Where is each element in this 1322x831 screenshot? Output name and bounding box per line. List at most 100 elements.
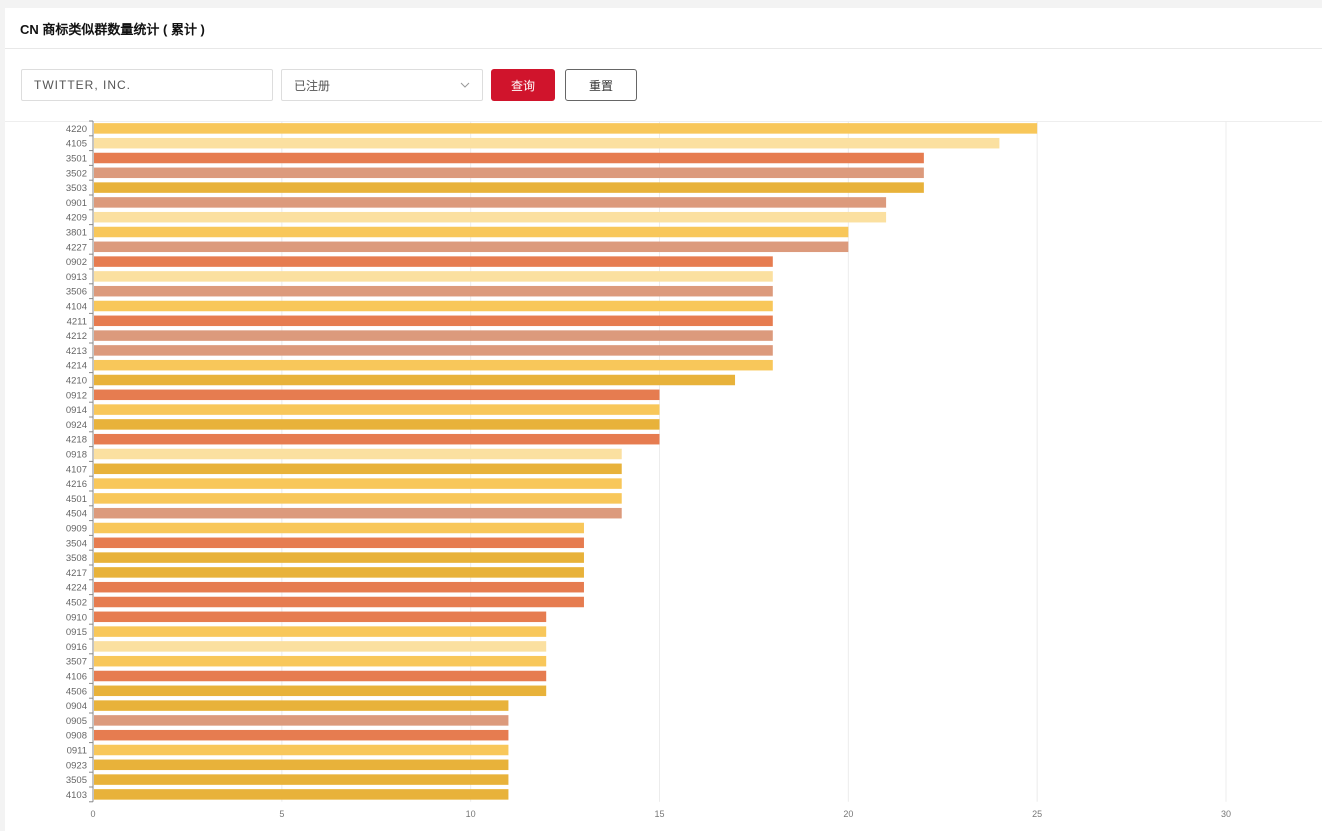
y-tick-label: 4212 xyxy=(66,331,87,342)
bar xyxy=(94,670,547,682)
bar xyxy=(94,626,547,637)
bar xyxy=(94,285,773,297)
y-tick-label: 4501 xyxy=(66,494,87,505)
company-input[interactable]: TWITTER, INC. xyxy=(21,69,273,101)
y-tick-label: 4224 xyxy=(66,583,87,594)
reset-button[interactable]: 重置 xyxy=(565,69,637,101)
y-tick-label: 4210 xyxy=(66,376,87,387)
bar xyxy=(94,567,584,578)
bar xyxy=(94,197,887,208)
bar xyxy=(94,359,773,371)
y-tick-label: 4218 xyxy=(66,435,87,446)
bar xyxy=(94,315,773,327)
bar xyxy=(94,729,509,741)
bar xyxy=(94,182,924,193)
bar xyxy=(94,493,622,504)
bar xyxy=(94,330,773,341)
bar xyxy=(94,123,1038,134)
y-tick-label: 0910 xyxy=(66,612,87,623)
bar xyxy=(94,300,773,312)
y-tick-label: 0914 xyxy=(66,405,87,416)
bar xyxy=(94,256,773,267)
bar xyxy=(94,685,547,697)
bar xyxy=(94,448,622,460)
x-tick-label: 10 xyxy=(466,809,476,819)
y-tick-label: 0915 xyxy=(66,627,87,638)
bar xyxy=(94,596,584,608)
bar xyxy=(94,152,924,164)
y-tick-label: 4214 xyxy=(66,361,87,372)
y-tick-label: 4216 xyxy=(66,479,87,490)
y-tick-label: 3502 xyxy=(66,168,87,179)
page-title: CN 商标类似群数量统计 ( 累计 ) xyxy=(5,8,1322,49)
y-tick-label: 4504 xyxy=(66,509,87,520)
bar xyxy=(94,137,1000,149)
x-tick-label: 0 xyxy=(90,809,95,819)
y-tick-label: 0902 xyxy=(66,257,87,268)
y-tick-label: 3507 xyxy=(66,657,87,668)
y-tick-label: 4502 xyxy=(66,598,87,609)
y-tick-label: 0909 xyxy=(66,524,87,535)
y-tick-label: 0905 xyxy=(66,716,87,727)
y-tick-label: 0918 xyxy=(66,450,87,461)
bar xyxy=(94,419,660,430)
bar xyxy=(94,404,660,415)
y-tick-label: 4220 xyxy=(66,124,87,135)
y-tick-label: 3505 xyxy=(66,775,87,786)
filter-bar: TWITTER, INC. 已注册 查询 重置 xyxy=(21,69,637,101)
y-tick-label: 4227 xyxy=(66,242,87,253)
bar xyxy=(94,789,509,800)
bar xyxy=(94,271,773,282)
y-tick-label: 0912 xyxy=(66,390,87,401)
bar xyxy=(94,522,584,534)
bar xyxy=(94,167,924,179)
x-tick-label: 25 xyxy=(1032,809,1042,819)
y-tick-label: 3501 xyxy=(66,154,87,165)
y-tick-label: 4506 xyxy=(66,686,87,697)
divider xyxy=(5,121,1322,122)
bar xyxy=(94,552,584,563)
bar xyxy=(94,211,887,223)
y-tick-label: 0923 xyxy=(66,760,87,771)
y-tick-label: 4107 xyxy=(66,464,87,475)
y-tick-label: 0901 xyxy=(66,198,87,209)
chevron-down-icon xyxy=(460,82,470,88)
bar xyxy=(94,345,773,356)
bar xyxy=(94,433,660,445)
bar xyxy=(94,715,509,726)
y-tick-label: 0916 xyxy=(66,642,87,653)
x-tick-label: 5 xyxy=(279,809,284,819)
bar xyxy=(94,655,547,667)
y-tick-label: 3506 xyxy=(66,287,87,298)
bar xyxy=(94,759,509,771)
y-tick-label: 4104 xyxy=(66,302,87,313)
bar xyxy=(94,641,547,652)
x-tick-label: 15 xyxy=(654,809,664,819)
y-tick-label: 0924 xyxy=(66,420,87,431)
y-tick-label: 4106 xyxy=(66,672,87,683)
y-tick-label: 4105 xyxy=(66,139,87,150)
y-tick-label: 0904 xyxy=(66,701,87,712)
bar xyxy=(94,478,622,489)
bar xyxy=(94,611,547,623)
bar xyxy=(94,774,509,785)
y-tick-label: 0908 xyxy=(66,731,87,742)
bar xyxy=(94,389,660,401)
x-tick-label: 20 xyxy=(843,809,853,819)
query-button[interactable]: 查询 xyxy=(491,69,555,101)
y-tick-label: 3508 xyxy=(66,553,87,564)
x-tick-label: 30 xyxy=(1221,809,1231,819)
bar xyxy=(94,463,622,475)
status-select[interactable]: 已注册 xyxy=(281,69,483,101)
bar xyxy=(94,226,849,238)
y-tick-label: 3503 xyxy=(66,183,87,194)
y-tick-label: 0911 xyxy=(67,746,87,757)
y-tick-label: 0913 xyxy=(66,272,87,283)
bar xyxy=(94,374,736,386)
y-tick-label: 4209 xyxy=(66,213,87,224)
bar xyxy=(94,581,584,593)
y-tick-label: 3801 xyxy=(66,228,87,239)
y-tick-label: 4213 xyxy=(66,346,87,357)
y-tick-label: 4103 xyxy=(66,790,87,801)
